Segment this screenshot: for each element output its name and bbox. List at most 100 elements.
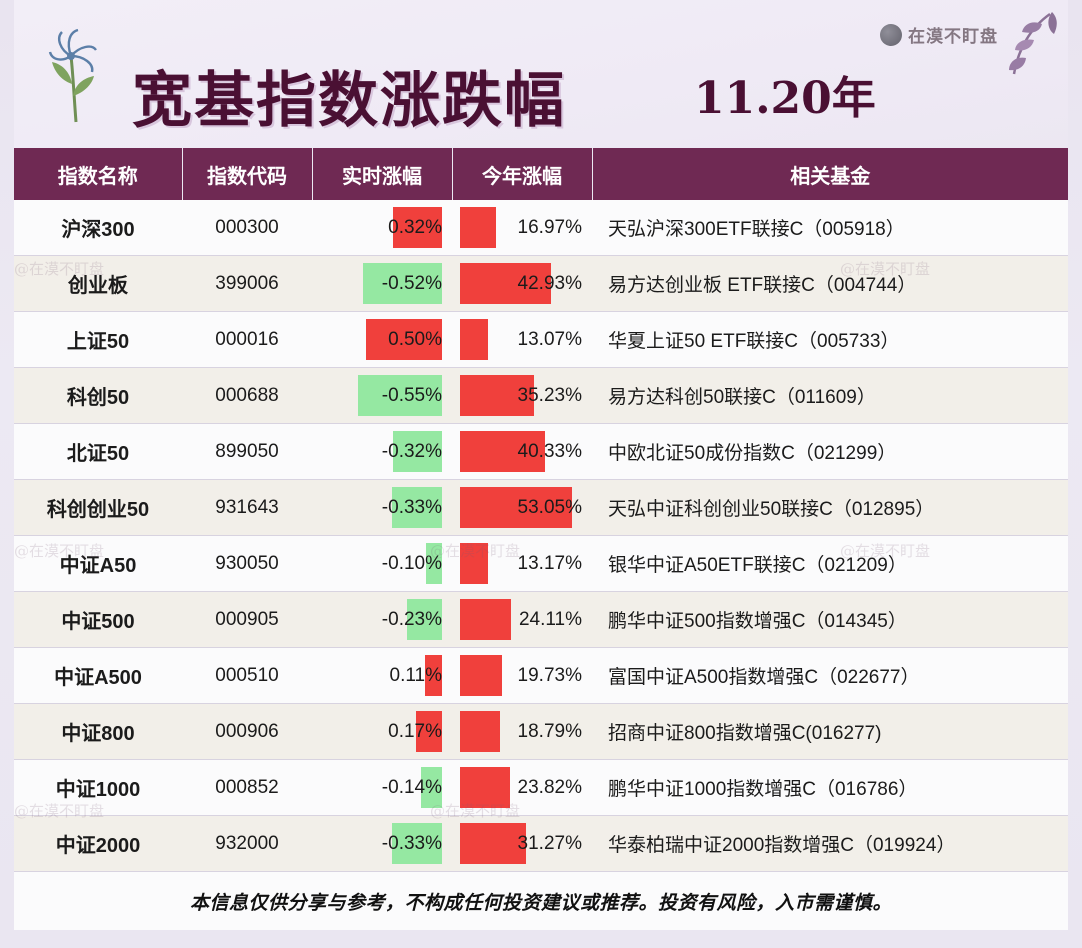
poster-header: 在漠不盯盘 宽基指数涨跌幅 11.20年 <box>14 0 1068 148</box>
table-row: 中证2000 932000 -0.33% 31.27% 华泰柏瑞中证2000指数增强C（… <box>14 815 1068 872</box>
cell-index-name: 科创创业50 <box>14 479 182 536</box>
cell-index-code: 399006 <box>182 255 312 312</box>
today-change-bar <box>358 375 442 416</box>
today-change-bar <box>393 207 442 248</box>
cell-today-change: 0.11% <box>312 647 452 704</box>
year-change-value: 23.82% <box>517 776 582 798</box>
year-change-value: 31.27% <box>517 832 582 854</box>
cell-year-change: 53.05% <box>452 479 592 536</box>
today-change-value: 0.17% <box>388 720 442 742</box>
today-change-value: 0.32% <box>388 216 442 238</box>
today-change-value: -0.52% <box>381 272 442 294</box>
leaf-decoration <box>1009 12 1057 75</box>
year-change-bar <box>460 319 488 360</box>
cell-today-change: -0.33% <box>312 479 452 536</box>
year-change-value: 40.33% <box>517 440 582 462</box>
year-change-value: 24.11% <box>518 608 582 630</box>
cell-today-change: 0.50% <box>312 311 452 368</box>
cell-index-name: 上证50 <box>14 311 182 368</box>
cell-related-fund: 华泰柏瑞中证2000指数增强C（019924） <box>592 815 1068 872</box>
cell-index-name: 中证800 <box>14 703 182 760</box>
today-change-value: -0.33% <box>381 832 442 854</box>
table-header: 指数名称 指数代码 实时涨幅 今年涨幅 相关基金 <box>14 148 1068 200</box>
year-change-value: 13.17% <box>517 552 582 574</box>
table-row: 创业板 399006 -0.52% 42.93% 易方达创业板 ETF联接C（00474… <box>14 255 1068 312</box>
cell-year-change: 35.23% <box>452 367 592 424</box>
today-change-bar <box>425 655 442 696</box>
cell-year-change: 19.73% <box>452 647 592 704</box>
cell-index-code: 930050 <box>182 535 312 592</box>
cell-today-change: -0.55% <box>312 367 452 424</box>
year-change-value: 16.97% <box>517 216 582 238</box>
table-header-row: 指数名称 指数代码 实时涨幅 今年涨幅 相关基金 <box>14 148 1068 200</box>
today-change-bar <box>426 543 442 584</box>
cell-related-fund: 天弘中证科创创业50联接C（012895） <box>592 479 1068 536</box>
cell-year-change: 24.11% <box>452 591 592 648</box>
cell-index-code: 931643 <box>182 479 312 536</box>
cell-index-code: 899050 <box>182 423 312 480</box>
table-body: 沪深300 000300 0.32% 16.97% 天弘沪深300ETF联接C（0059… <box>14 200 1068 872</box>
cell-index-name: 中证A500 <box>14 647 182 704</box>
cell-index-code: 000688 <box>182 367 312 424</box>
cell-index-code: 000906 <box>182 703 312 760</box>
year-change-value: 53.05% <box>517 496 582 518</box>
cell-related-fund: 鹏华中证500指数增强C（014345） <box>592 591 1068 648</box>
cell-today-change: -0.32% <box>312 423 452 480</box>
today-change-bar <box>391 487 442 528</box>
year-change-bar <box>460 543 488 584</box>
today-change-value: 0.11% <box>389 664 442 686</box>
year-change-bar <box>460 599 511 640</box>
today-change-bar <box>420 767 442 808</box>
cell-related-fund: 银华中证A50ETF联接C（021209） <box>592 535 1068 592</box>
account-watermark-label: 在漠不盯盘 <box>908 27 998 47</box>
cell-index-code: 000852 <box>182 759 312 816</box>
index-table: 指数名称 指数代码 实时涨幅 今年涨幅 相关基金 沪深300 000300 0.32… <box>14 148 1068 872</box>
cell-index-name: 中证2000 <box>14 815 182 872</box>
year-change-bar <box>460 207 496 248</box>
today-change-value: 0.50% <box>388 328 442 350</box>
year-change-bar <box>460 487 572 528</box>
today-change-bar <box>406 599 442 640</box>
page-title-date: 11.20年 <box>694 73 876 124</box>
cell-today-change: -0.10% <box>312 535 452 592</box>
today-change-value: -0.23% <box>381 608 442 630</box>
cell-index-name: 中证A50 <box>14 535 182 592</box>
cell-index-name: 北证50 <box>14 423 182 480</box>
today-change-bar <box>365 319 442 360</box>
cell-index-code: 000510 <box>182 647 312 704</box>
year-change-value: 35.23% <box>517 384 582 406</box>
today-change-value: -0.55% <box>381 384 442 406</box>
disclaimer-text: 本信息仅供分享与参考，不构成任何投资建议或推荐。投资有风险，入市需谨慎。 <box>189 892 892 914</box>
year-change-bar <box>460 263 551 304</box>
table-row: 科创创业50 931643 -0.33% 53.05% 天弘中证科创创业50联接C（01… <box>14 479 1068 536</box>
page-title: 宽基指数涨跌幅 <box>132 66 566 136</box>
column-header-name: 指数名称 <box>14 148 183 200</box>
today-change-value: -0.33% <box>381 496 442 518</box>
table-row: 上证50 000016 0.50% 13.07% 华夏上证50 ETF联接C（00573… <box>14 311 1068 368</box>
cell-index-code: 000016 <box>182 311 312 368</box>
cell-today-change: -0.23% <box>312 591 452 648</box>
disclaimer-bar: 本信息仅供分享与参考，不构成任何投资建议或推荐。投资有风险，入市需谨慎。 <box>14 872 1068 930</box>
cell-related-fund: 易方达创业板 ETF联接C（004744） <box>592 255 1068 312</box>
cell-related-fund: 华夏上证50 ETF联接C（005733） <box>592 311 1068 368</box>
cell-today-change: -0.14% <box>312 759 452 816</box>
cell-year-change: 18.79% <box>452 703 592 760</box>
cell-today-change: 0.17% <box>312 703 452 760</box>
cell-year-change: 42.93% <box>452 255 592 312</box>
today-change-bar <box>416 711 442 752</box>
cell-year-change: 31.27% <box>452 815 592 872</box>
year-change-value: 19.73% <box>517 664 582 686</box>
index-table-wrapper: 指数名称 指数代码 实时涨幅 今年涨幅 相关基金 沪深300 000300 0.32… <box>14 148 1068 872</box>
column-header-today: 实时涨幅 <box>312 148 453 200</box>
account-watermark: 在漠不盯盘 <box>880 22 998 47</box>
cell-related-fund: 鹏华中证1000指数增强C（016786） <box>592 759 1068 816</box>
year-change-value: 42.93% <box>517 272 582 294</box>
cell-today-change: -0.52% <box>312 255 452 312</box>
year-change-bar <box>460 655 502 696</box>
cell-index-name: 中证500 <box>14 591 182 648</box>
cell-related-fund: 天弘沪深300ETF联接C（005918） <box>592 200 1068 256</box>
today-change-value: -0.32% <box>381 440 442 462</box>
cell-index-name: 创业板 <box>14 255 182 312</box>
cell-related-fund: 招商中证800指数增强C(016277) <box>592 703 1068 760</box>
